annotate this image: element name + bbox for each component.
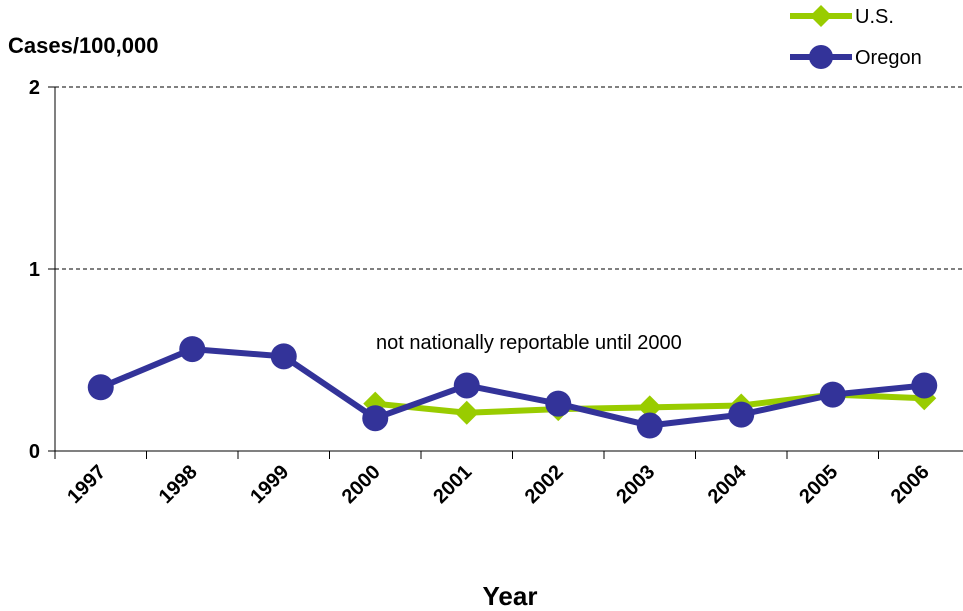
data-point-circle: [270, 343, 297, 370]
legend-oregon-circle-icon: [809, 45, 833, 69]
x-tick-label: 2005: [795, 461, 842, 508]
x-axis-label: Year: [483, 581, 538, 611]
data-point-circle: [728, 401, 755, 428]
data-point-circle: [362, 405, 389, 432]
data-point-circle: [453, 372, 480, 399]
data-point-circle: [545, 390, 572, 417]
x-tick-label: 1997: [63, 461, 110, 508]
legend-label-oregon: Oregon: [855, 47, 922, 69]
x-tick-label: 2002: [521, 461, 568, 508]
data-point-diamond: [637, 395, 662, 420]
data-point-diamond: [454, 400, 479, 425]
axes: [48, 86, 963, 459]
series-group: [87, 336, 938, 439]
data-point-circle: [911, 372, 938, 399]
data-point-circle: [636, 412, 663, 439]
x-tick-label: 2006: [887, 461, 934, 508]
x-tick-label: 1999: [246, 461, 293, 508]
y-tick-label: 2: [29, 77, 40, 99]
y-tick-label: 1: [29, 259, 40, 281]
legend-item-oregon: Oregon: [790, 45, 922, 69]
gridlines: [55, 86, 963, 270]
y-tick-label: 0: [29, 441, 40, 463]
series-oregon: [87, 336, 938, 439]
series-line: [99, 346, 925, 429]
x-tick-label: 2001: [429, 461, 476, 508]
annotation-text: not nationally reportable until 2000: [376, 332, 682, 354]
legend-us-diamond-icon: [810, 5, 832, 27]
x-tick-label: 2000: [338, 461, 385, 508]
x-tick-labels: 1997 1998 1999 2000 2001 2002 2003 2004 2005 2006: [63, 460, 934, 508]
data-point-circle: [87, 374, 114, 401]
legend-label-us: U.S.: [855, 6, 894, 28]
legend-item-us: U.S.: [790, 5, 894, 28]
y-axis-label: Cases/100,000: [8, 33, 158, 58]
x-tick-label: 2004: [704, 460, 752, 508]
x-tick-label: 2003: [612, 461, 659, 508]
x-tick-label: 1998: [155, 461, 202, 508]
data-point-circle: [819, 381, 846, 408]
y-tick-labels: 0 1 2: [29, 77, 40, 463]
data-point-circle: [179, 336, 206, 363]
legend: U.S. Oregon: [790, 5, 922, 69]
